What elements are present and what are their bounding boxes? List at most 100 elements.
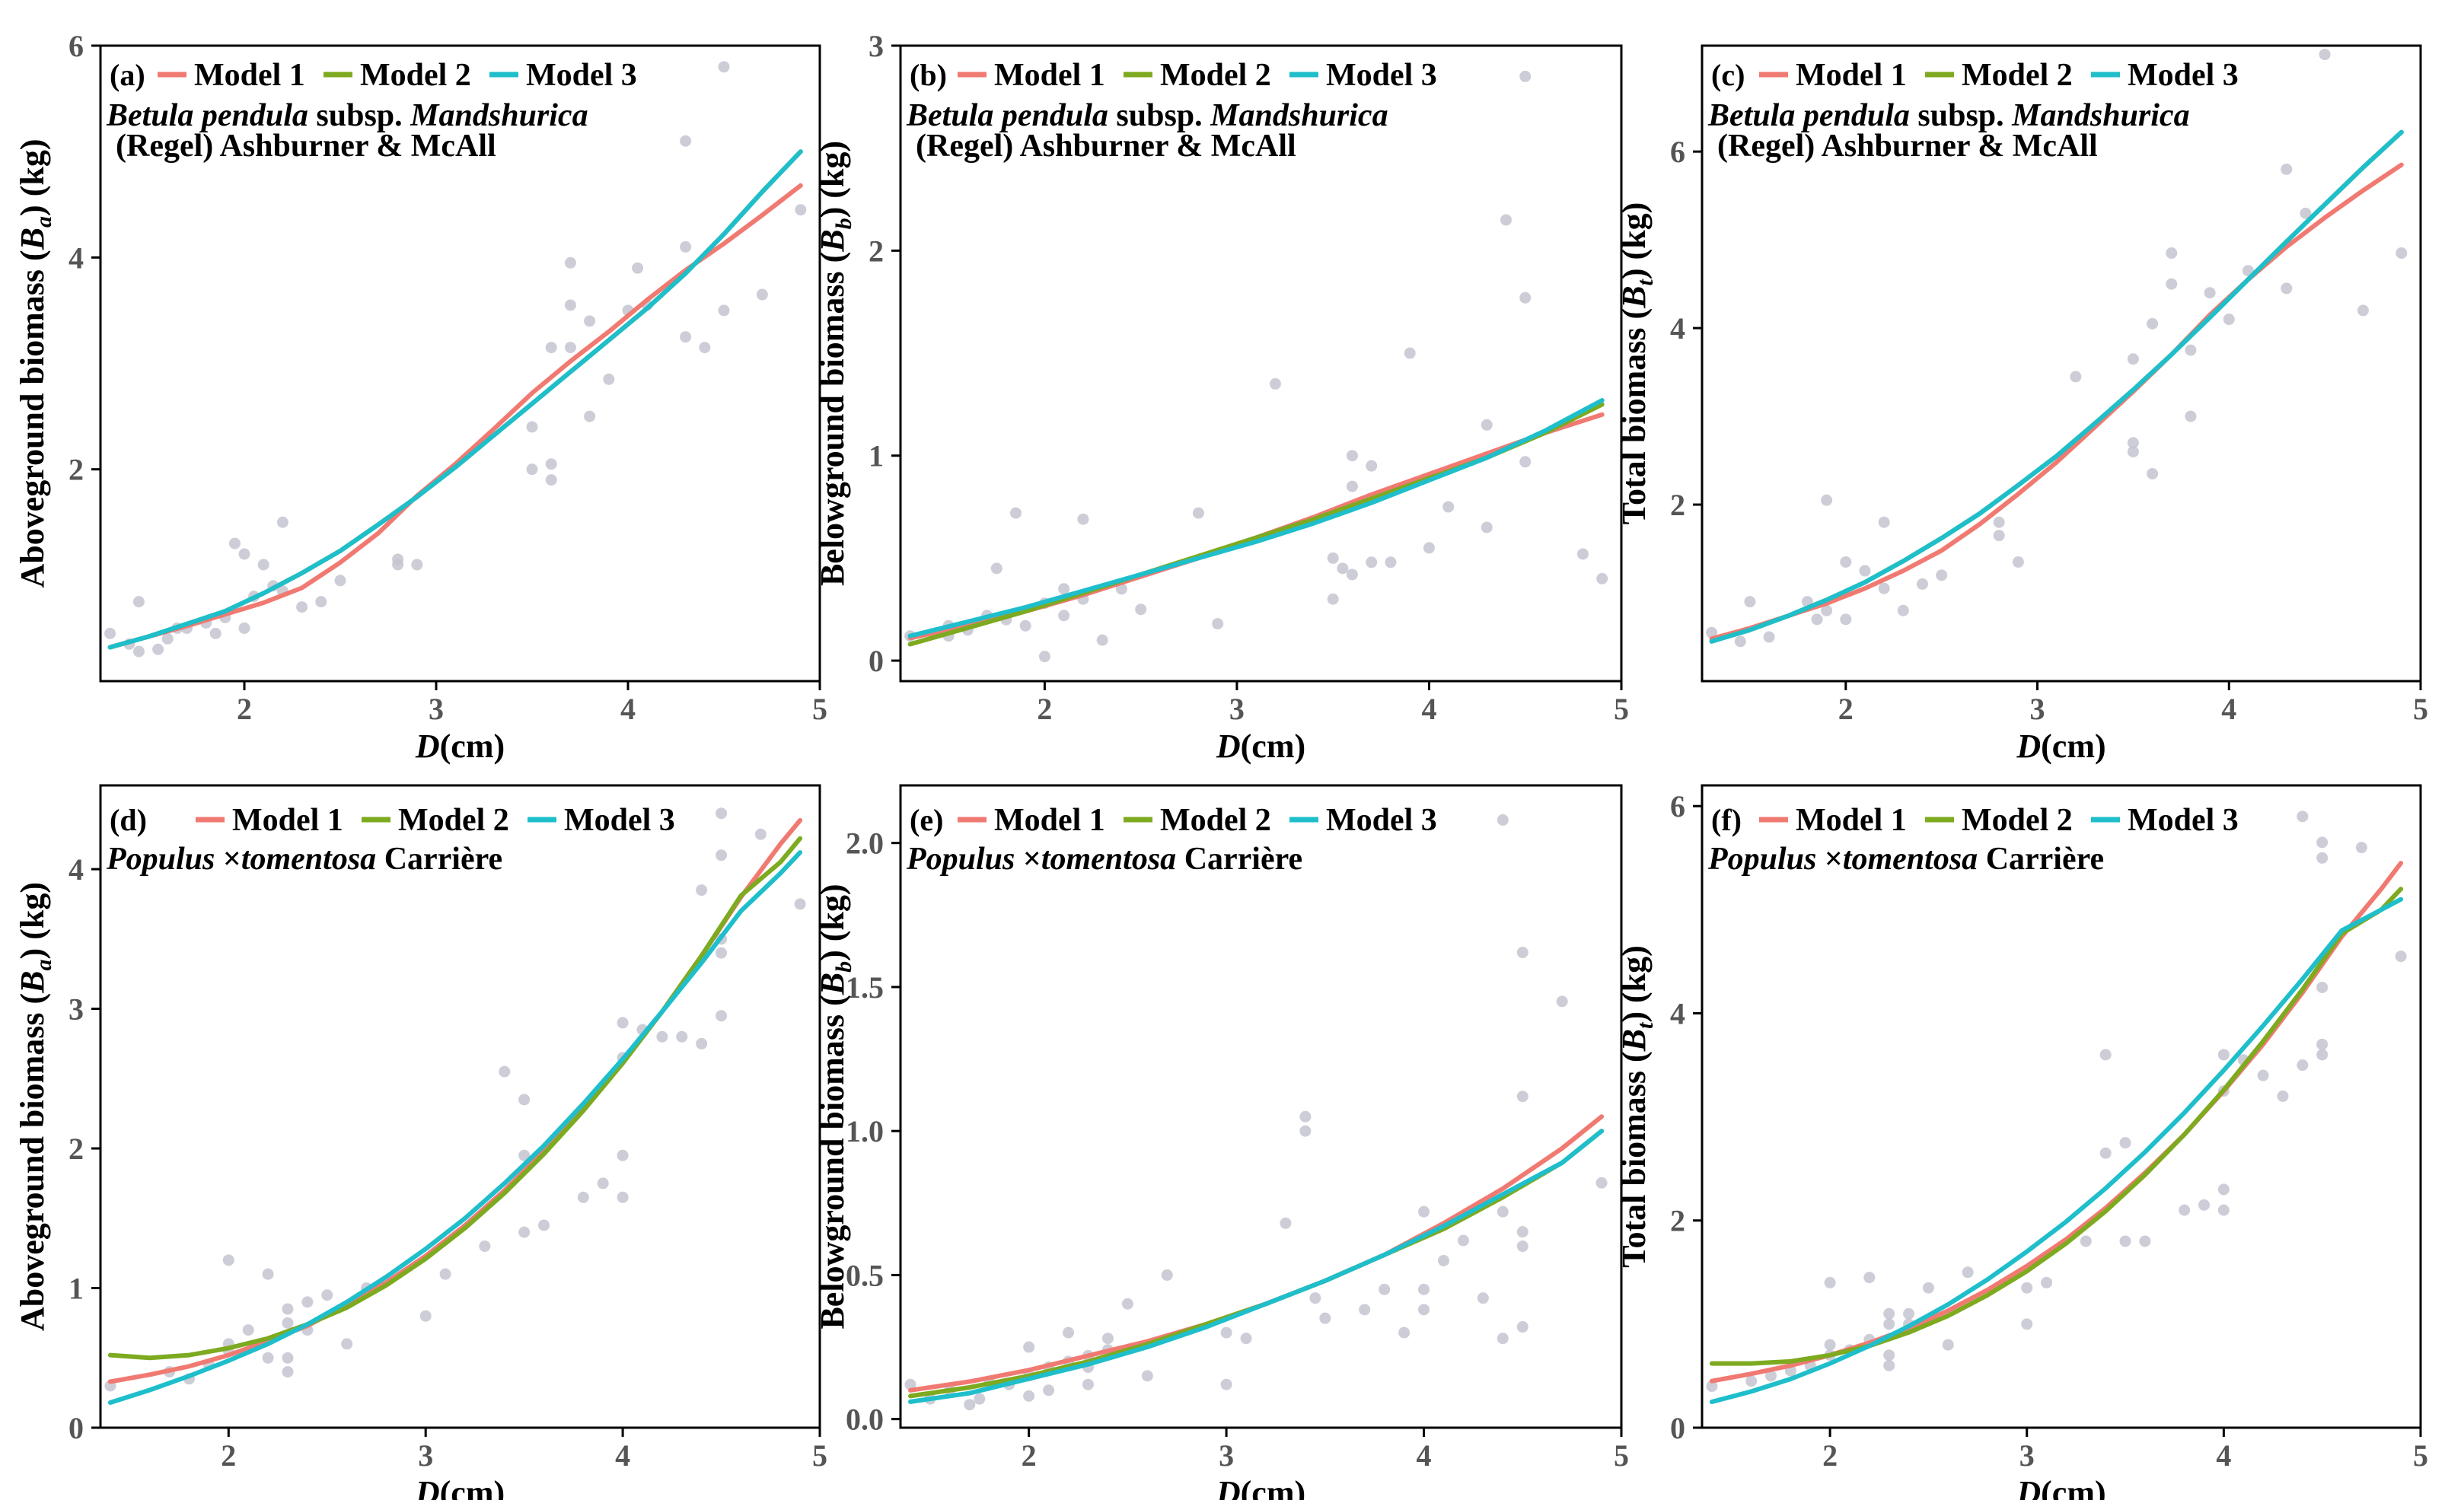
legend-label-model-3: Model 3 <box>1326 58 1437 93</box>
legend-label-model-2: Model 2 <box>1962 58 2073 93</box>
scatter-point <box>680 331 692 343</box>
scatter-point <box>1516 1226 1528 1238</box>
scatter-point <box>1477 1292 1489 1304</box>
scatter-point <box>1936 569 1948 581</box>
scatter-point <box>2355 842 2367 854</box>
scatter-point <box>1023 1341 1035 1353</box>
x-tick-label: 4 <box>620 692 636 726</box>
x-tick-label: 5 <box>2413 692 2428 726</box>
scatter-point <box>656 1030 668 1043</box>
scatter-point <box>1346 480 1358 492</box>
scatter-point <box>1993 516 2005 528</box>
legend-label-model-3: Model 3 <box>1326 803 1437 838</box>
species-genus: Betula pendula <box>1707 98 1910 133</box>
y-axis-variable: B <box>814 229 851 252</box>
scatter-point <box>1141 1370 1153 1382</box>
x-tick-label: 3 <box>1219 1438 1234 1473</box>
plot-frame <box>899 784 1623 1429</box>
scatter-point <box>479 1240 491 1252</box>
scatter-point <box>2147 467 2159 479</box>
scatter-point <box>1418 1205 1430 1218</box>
scatter-point <box>2281 163 2293 175</box>
y-axis-label: Belowground biomass (Bb) (kg) <box>814 884 856 1329</box>
y-tick-label: 1.0 <box>846 1114 884 1148</box>
scatter-point <box>2185 410 2197 422</box>
legend-label-model-1: Model 1 <box>1796 58 1907 93</box>
scatter-point <box>209 627 222 639</box>
data-layer <box>904 70 1608 663</box>
y-tick-label: 4 <box>69 240 84 275</box>
species-name: Betula pendula subsp. Mandshurica <box>1707 98 2190 133</box>
model-1-line <box>907 412 1605 641</box>
scatter-point <box>1481 419 1493 431</box>
scatter-point <box>1824 1339 1836 1351</box>
scatter-point <box>680 135 692 147</box>
scatter-point <box>1519 291 1532 304</box>
scatter-point <box>334 575 346 587</box>
scatter-point <box>1556 995 1568 1008</box>
x-axis-unit: (cm) <box>2041 728 2106 765</box>
plot-frame <box>1701 44 2422 683</box>
scatter-point <box>2316 1038 2329 1050</box>
scatter-point <box>676 1030 688 1043</box>
scatter-point <box>222 1254 234 1266</box>
scatter-point <box>262 1352 274 1364</box>
scatter-point <box>282 1352 294 1364</box>
scatter-point <box>716 947 728 959</box>
scatter-point <box>132 645 145 658</box>
panel-c: 2 3 4 5 2 4 6 D(cm) Total biomass (Bt) (kg) (c) Mo… <box>1615 44 2428 765</box>
model-1-line <box>107 817 803 1384</box>
scatter-point <box>754 828 767 840</box>
scatter-point <box>1916 578 1928 590</box>
scatter-point <box>680 240 692 253</box>
species-connector: subsp. <box>308 98 410 133</box>
scatter-point <box>1883 1359 1895 1371</box>
x-tick-label: 2 <box>1022 1438 1037 1473</box>
scatter-point <box>1763 631 1775 643</box>
scatter-point <box>1595 1177 1608 1189</box>
y-axis-label-prefix: Total biomass ( <box>1615 1051 1653 1267</box>
panel-e: 2 3 4 5 0.0 0.5 1.0 1.5 2.0 D(cm) Belowground biom… <box>814 784 1629 1500</box>
scatter-point <box>545 458 557 470</box>
x-axis-label: D(cm) <box>2016 728 2105 765</box>
species-genus: Populus <box>906 842 1015 877</box>
scatter-point <box>1280 1217 1292 1229</box>
scatter-point <box>2127 353 2139 365</box>
scatter-point <box>1883 1307 1895 1320</box>
x-tick-label: 3 <box>429 692 444 726</box>
x-axis-label: D(cm) <box>1216 728 1305 765</box>
y-axis-label-prefix: Aboveground biomass ( <box>14 993 51 1331</box>
scatter-point <box>161 632 174 645</box>
scatter-point <box>577 1191 589 1203</box>
y-axis-label-prefix: Belowground biomass ( <box>814 252 851 586</box>
scatter-point <box>1398 1326 1411 1339</box>
scatter-point <box>2297 811 2309 823</box>
y-tick-label: 2 <box>1670 1204 1685 1238</box>
scatter-point <box>1418 1283 1430 1295</box>
scatter-point <box>1457 1234 1469 1247</box>
panel-label: (f) <box>1711 803 1742 837</box>
scatter-point <box>1516 1321 1528 1333</box>
x-tick-label: 2 <box>1838 692 1854 726</box>
scatter-point <box>1962 1266 1974 1279</box>
scatter-point <box>321 1289 333 1301</box>
scatter-point <box>1497 1205 1509 1218</box>
y-tick-label: 2 <box>69 1132 84 1166</box>
scatter-point <box>228 537 241 549</box>
x-axis-label: D(cm) <box>415 728 505 765</box>
scatter-point <box>1744 596 1756 608</box>
x-axis-variable: D <box>1216 728 1241 765</box>
x-axis-unit: (cm) <box>440 1474 505 1500</box>
scatter-point <box>2204 287 2216 299</box>
y-axis-label-suffix: ) (kg) <box>814 141 851 218</box>
scatter-point <box>603 373 615 385</box>
x-tick-label: 5 <box>812 1438 827 1473</box>
scatter-point <box>1309 1292 1321 1304</box>
scatter-point <box>1993 530 2005 542</box>
scatter-point <box>1101 1333 1114 1345</box>
x-tick-label: 3 <box>2019 1438 2035 1473</box>
scatter-point <box>1366 556 1378 568</box>
scatter-point <box>1043 1384 1055 1396</box>
x-axis-label: D(cm) <box>2016 1474 2105 1500</box>
model-2-line <box>107 149 803 650</box>
